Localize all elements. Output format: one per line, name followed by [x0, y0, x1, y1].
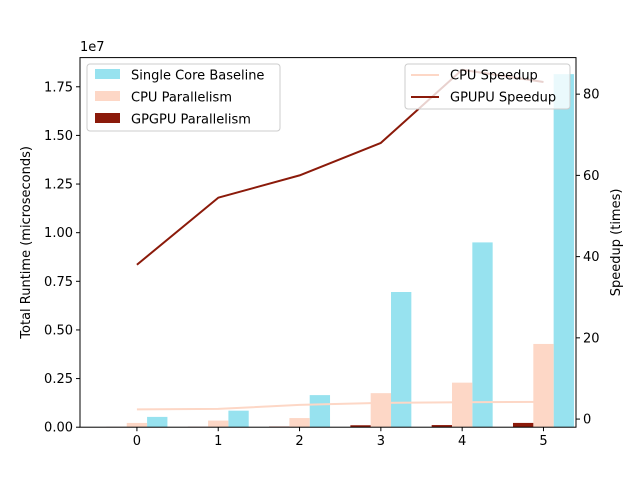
bar-cpu-parallelism-5	[533, 343, 554, 428]
legend-label-gpgpu-parallelism: GPGPU Parallelism	[131, 113, 251, 128]
bar-single-core-baseline-1	[228, 410, 249, 428]
legend-label-cpu-parallelism: CPU Parallelism	[131, 91, 232, 106]
plot-frame	[79, 57, 577, 428]
y-tick-label-1: 0.25	[44, 372, 73, 387]
y-tick-label-0: 0.00	[44, 421, 73, 436]
bar-gpgpu-parallelism-4	[431, 425, 452, 428]
y-tick-label-4: 1.00	[44, 226, 73, 241]
bar-single-core-baseline-2	[309, 395, 331, 428]
bar-single-core-baseline-4	[472, 242, 493, 428]
x-tick-label-0: 0	[133, 434, 141, 449]
y-tick-label-7: 1.75	[44, 80, 73, 95]
y2-tick-label-4: 80	[583, 88, 600, 103]
legend-swatch-gpgpu-parallelism	[95, 113, 120, 123]
y2-tick-label-2: 40	[583, 250, 600, 265]
x-tick-label-4: 4	[458, 434, 466, 449]
x-tick-label-5: 5	[539, 434, 547, 449]
y-axis-left: 0.00 0.25 0.50 0.75 1.00 1.25 1.50 1.75	[44, 80, 80, 436]
y-axis-label: Total Runtime (microseconds)	[19, 146, 34, 340]
bar-single-core-baseline-0	[147, 416, 168, 428]
legend-label-cpu-speedup: CPU Speedup	[450, 69, 538, 84]
bar-cpu-parallelism-0	[126, 422, 148, 428]
y-tick-label-6: 1.50	[44, 129, 73, 144]
x-axis: 0 1 2 3 4 5	[133, 427, 548, 449]
y-tick-label-3: 0.75	[44, 275, 73, 290]
legend-right-frame	[404, 63, 571, 110]
bar-single-core-baseline-3	[391, 292, 412, 428]
legend-label-gpupu-speedup: GPUPU Speedup	[450, 91, 556, 106]
bars-layer	[106, 74, 574, 428]
bar-cpu-parallelism-2	[289, 418, 310, 428]
bar-cpu-parallelism-4	[452, 382, 473, 428]
bar-cpu-parallelism-1	[208, 420, 229, 428]
legend-right: CPU Speedup GPUPU Speedup	[404, 63, 571, 110]
y-axis-right: 0 20 40 60 80	[576, 88, 600, 428]
y-tick-label-5: 1.25	[44, 178, 73, 193]
y2-tick-label-1: 20	[583, 331, 600, 346]
bar-gpgpu-parallelism-3	[350, 425, 371, 428]
y-multiplier-label: 1e7	[80, 40, 105, 55]
legend-left-frame	[86, 63, 281, 132]
line-cpu-speedup	[136, 400, 544, 411]
y2-tick-label-0: 0	[583, 413, 591, 428]
y2-axis-label: Speedup (times)	[609, 189, 624, 297]
x-tick-label-1: 1	[214, 434, 222, 449]
bar-cpu-parallelism-3	[370, 393, 392, 428]
legend-label-single-core: Single Core Baseline	[131, 69, 264, 84]
x-tick-label-2: 2	[295, 434, 303, 449]
y2-tick-label-3: 60	[583, 169, 600, 184]
legend-swatch-cpu-parallelism	[95, 91, 120, 101]
legend-swatch-single-core	[95, 69, 120, 79]
bar-gpgpu-parallelism-5	[512, 422, 534, 428]
legend-left: Single Core Baseline CPU Parallelism GPG…	[86, 63, 281, 132]
x-tick-label-3: 3	[377, 434, 385, 449]
y-tick-label-2: 0.50	[44, 323, 73, 338]
bar-single-core-baseline-5	[553, 74, 574, 428]
